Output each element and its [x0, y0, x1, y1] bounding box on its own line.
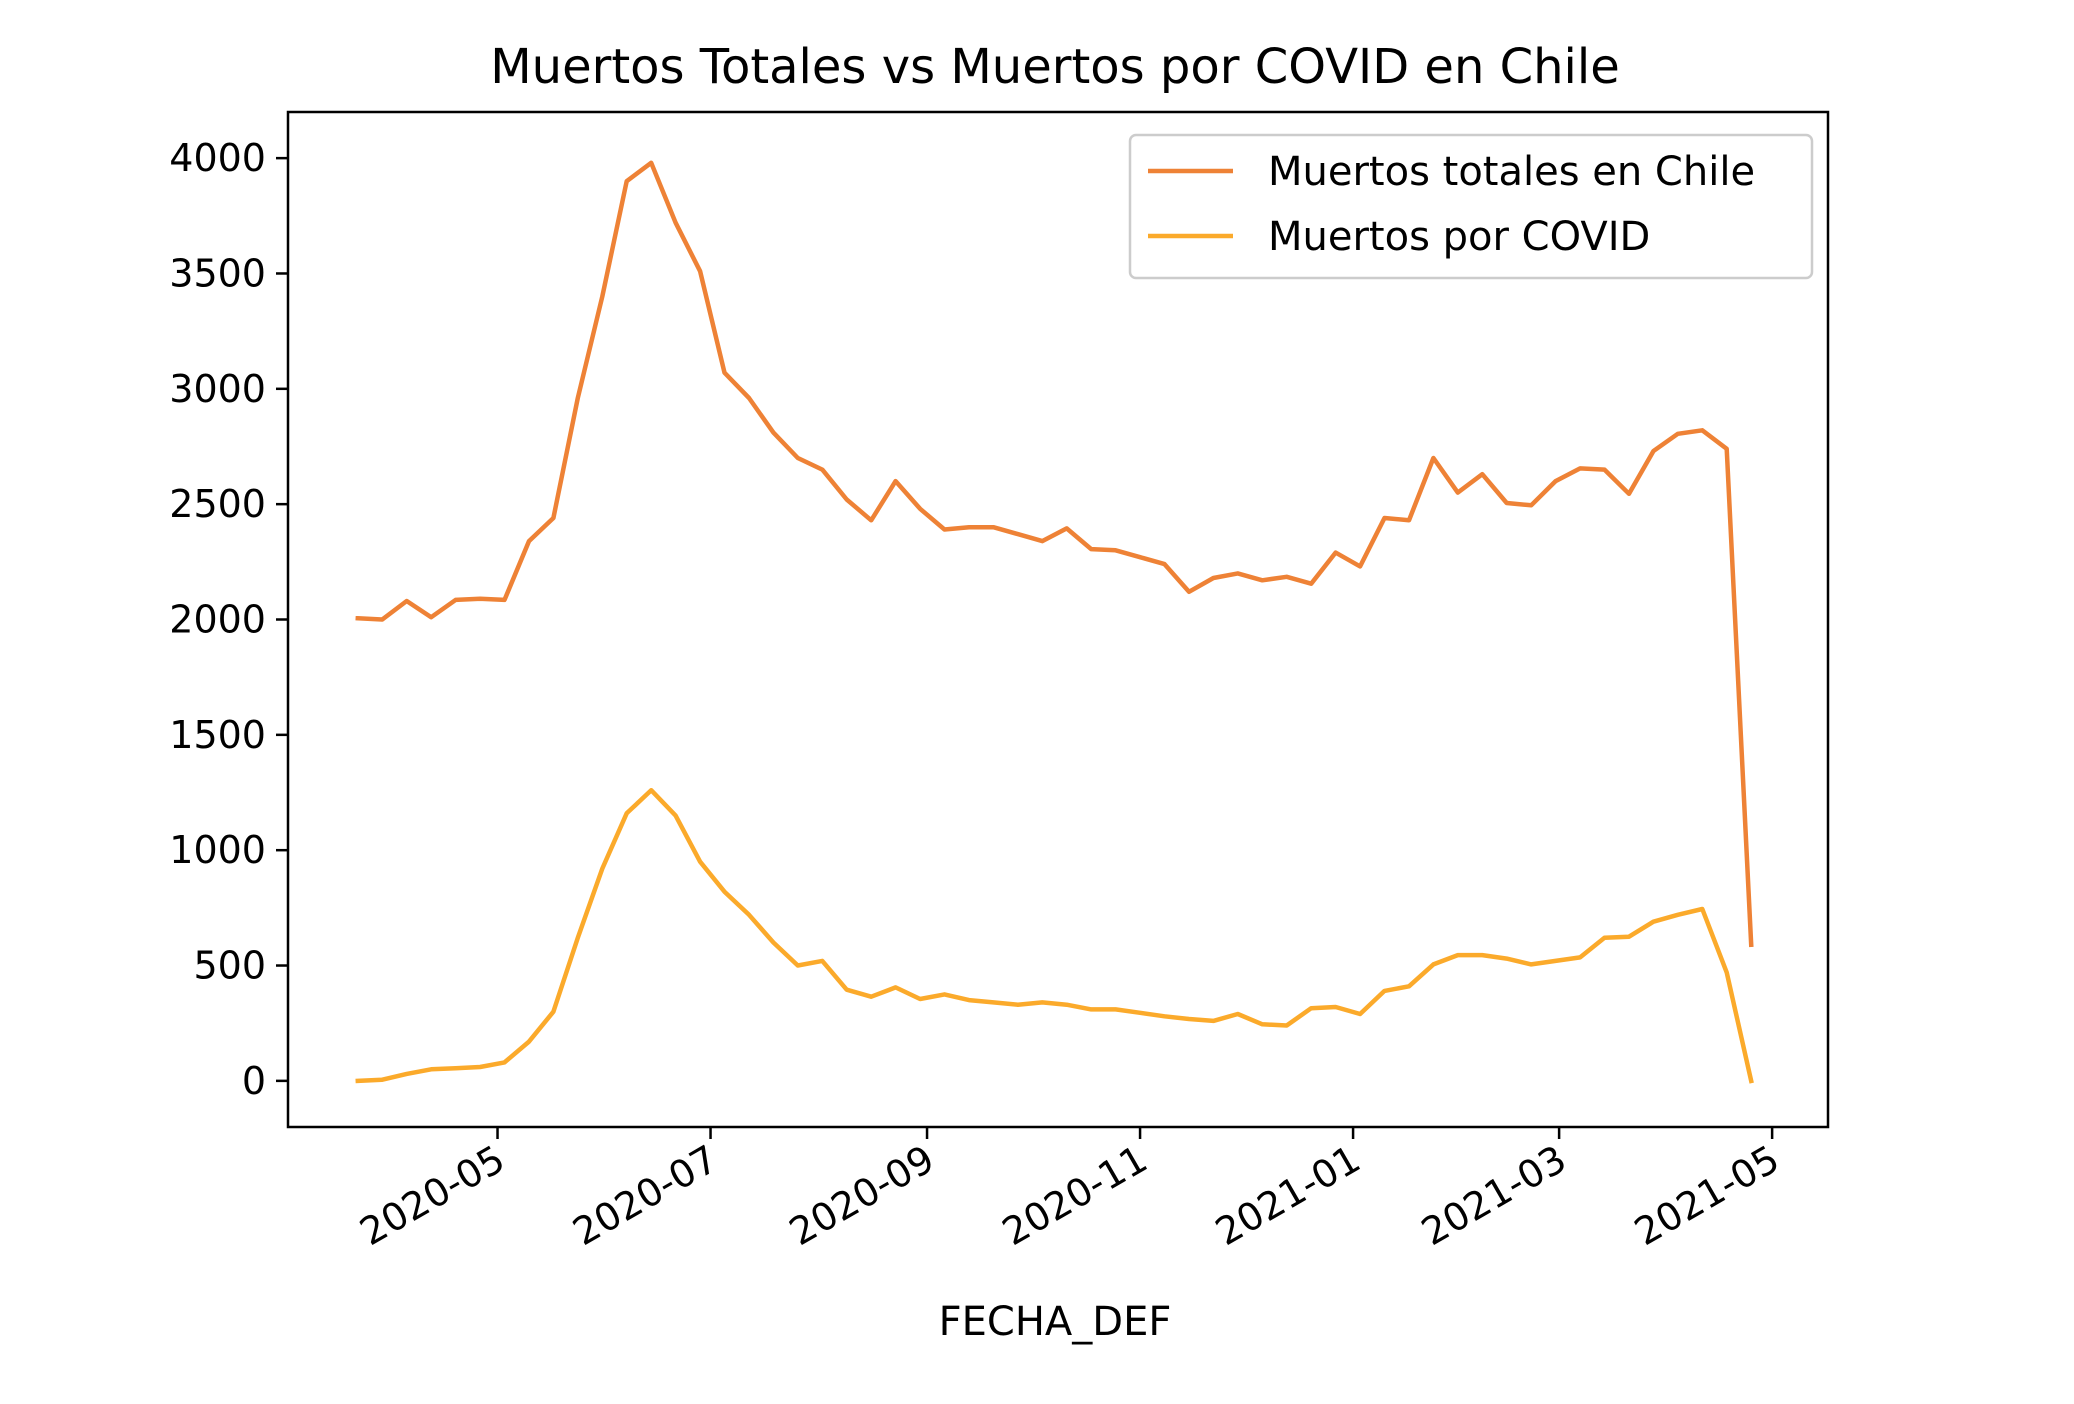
y-tick-label: 0 [242, 1059, 266, 1103]
series-line-1 [355, 160, 1754, 948]
x-tick-label: 2021-01 [1208, 1137, 1368, 1254]
x-tick-label: 2020-05 [353, 1137, 513, 1254]
y-tick-label: 1500 [169, 713, 266, 757]
x-tick-label: 2021-03 [1414, 1137, 1574, 1254]
y-tick-label: 2500 [169, 482, 266, 526]
legend-label-1: Muertos totales en Chile [1268, 149, 1755, 195]
x-tick-label: 2020-07 [566, 1137, 726, 1254]
y-axis: 0 500 1000 1500 2000 2500 3000 3500 4000 [169, 136, 288, 1103]
legend: Muertos totales en Chile Muertos por COVI… [1128, 133, 1814, 280]
x-tick-label: 2020-09 [782, 1137, 942, 1254]
legend-label-2: Muertos por COVID [1268, 214, 1650, 260]
x-tick-label: 2021-05 [1627, 1137, 1787, 1254]
y-tick-label: 4000 [169, 136, 266, 180]
x-tick-label: 2020-11 [995, 1137, 1155, 1254]
y-tick-label: 1000 [169, 828, 266, 872]
series-line-2 [355, 787, 1754, 1084]
x-axis: 2020-05 2020-07 2020-09 2020-11 2021-01 2021-… [353, 1127, 1787, 1254]
y-tick-label: 500 [193, 944, 266, 988]
chart-title: Muertos Totales vs Muertos por COVID en … [490, 39, 1620, 95]
y-tick-label: 2000 [169, 598, 266, 642]
legend-box [1128, 133, 1814, 280]
y-tick-label: 3500 [169, 251, 266, 295]
x-axis-label: FECHA_DEF [939, 1299, 1172, 1345]
y-tick-label: 3000 [169, 367, 266, 411]
